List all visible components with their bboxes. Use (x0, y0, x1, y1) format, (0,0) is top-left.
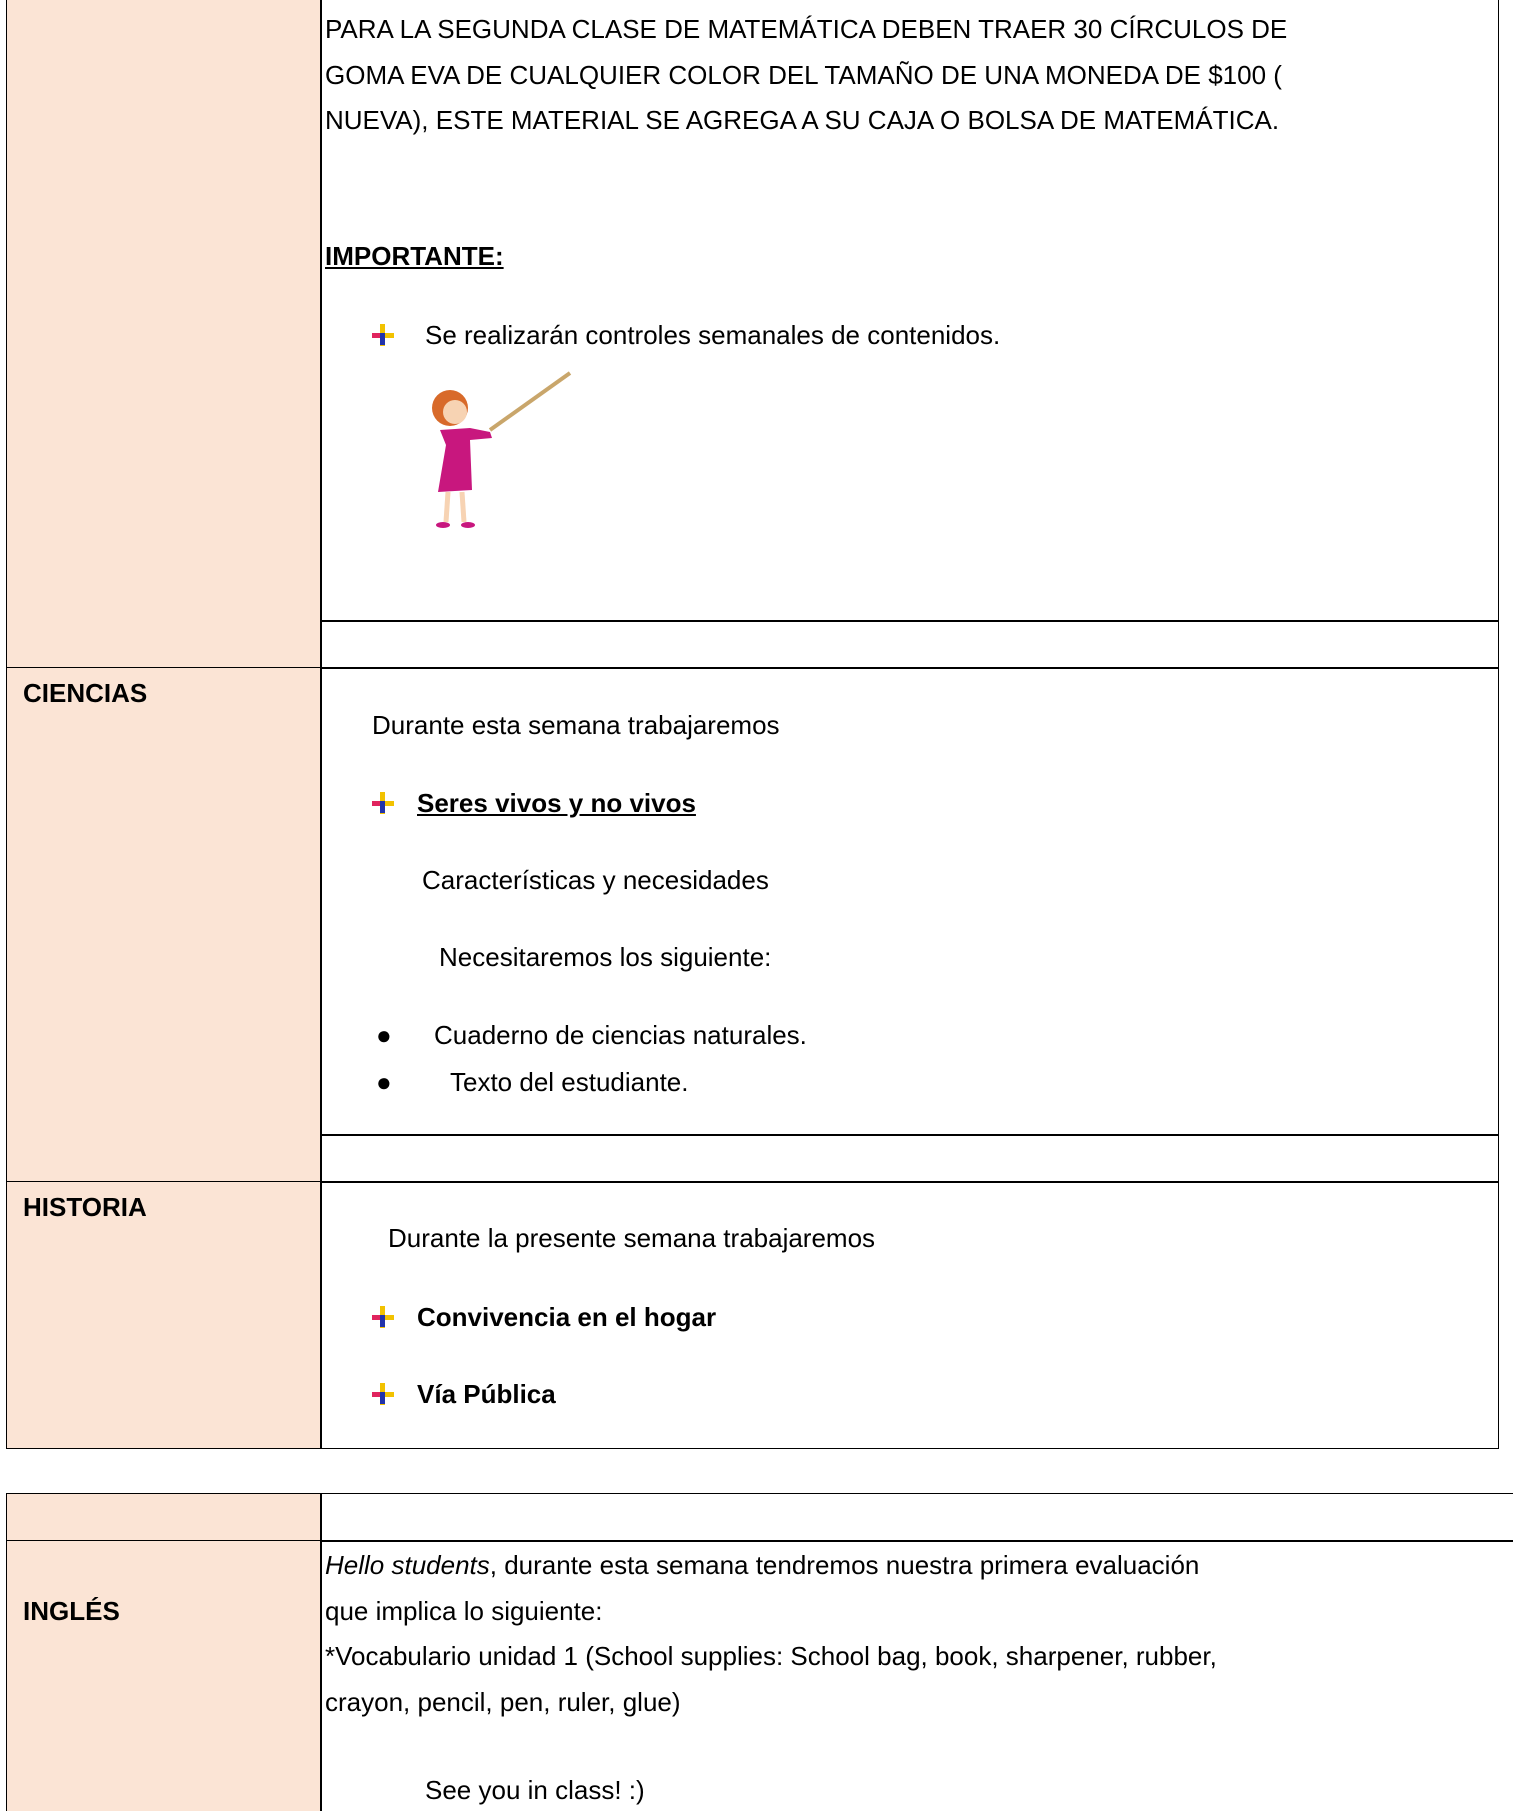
content-cell (320, 667, 1499, 1136)
closing: See you in class! :) (425, 1775, 645, 1805)
empty-cell (320, 1134, 1499, 1183)
icon-part (380, 333, 385, 345)
label-cell (6, 667, 322, 1183)
icon-part (372, 333, 380, 338)
text-line: crayon, pencil, pen, ruler, glue) (325, 1687, 681, 1717)
icon-part (372, 1392, 380, 1397)
intro-text: Durante esta semana trabajaremos (372, 710, 780, 740)
icon-part (380, 1315, 385, 1327)
icon-part (380, 1392, 385, 1404)
list-item: Texto del estudiante. (450, 1067, 689, 1097)
list-dot: ● (376, 1020, 392, 1050)
intro-text: Durante la presente semana trabajaremos (388, 1223, 876, 1253)
list-dot: ● (376, 1067, 392, 1097)
needs-intro: Necesitaremos los siguiente: (439, 942, 772, 972)
icon-part (372, 801, 380, 806)
label-cell (6, 1540, 322, 1811)
bullet-icon (372, 792, 394, 814)
content-cell (320, 0, 1499, 622)
subject-label: INGLÉS (23, 1596, 120, 1626)
text-line: *Vocabulario unidad 1 (School supplies: … (325, 1641, 1217, 1671)
icon-part (380, 801, 385, 813)
paragraph-line: GOMA EVA DE CUALQUIER COLOR DEL TAMAÑO D… (325, 60, 1282, 90)
label-cell (6, 1181, 322, 1449)
label-cell (6, 0, 322, 669)
subtopic: Características y necesidades (422, 865, 769, 895)
paragraph-line: PARA LA SEGUNDA CLASE DE MATEMÁTICA DEBE… (325, 14, 1288, 44)
content-cell (320, 1493, 1513, 1542)
bullet-icon (372, 1306, 394, 1328)
text-line: Hello students, durante esta semana tend… (325, 1550, 1199, 1580)
bullet-icon (372, 1383, 394, 1405)
text-line: que implica lo siguiente: (325, 1596, 603, 1626)
text: , durante esta semana tendremos nuestra … (489, 1550, 1200, 1580)
empty-cell (320, 620, 1499, 669)
paragraph-line: NUEVA), ESTE MATERIAL SE AGREGA A SU CAJ… (325, 105, 1280, 135)
subject-label: CIENCIAS (23, 678, 148, 708)
content-cell (320, 1540, 1513, 1811)
topic: Convivencia en el hogar (417, 1302, 717, 1332)
greeting: Hello students (325, 1550, 490, 1580)
list-item: Cuaderno de ciencias naturales. (434, 1020, 807, 1050)
bullet-icon (372, 324, 394, 346)
bullet-text: Se realizarán controles semanales de con… (425, 320, 1001, 350)
important-heading: IMPORTANTE: (325, 241, 504, 271)
topic: Vía Pública (417, 1379, 556, 1409)
topic: Seres vivos y no vivos (417, 788, 696, 818)
label-cell (6, 1493, 322, 1542)
content-cell (320, 1181, 1499, 1449)
teacher-illustration (432, 371, 572, 528)
icon-part (372, 1315, 380, 1320)
subject-label: HISTORIA (23, 1192, 147, 1222)
